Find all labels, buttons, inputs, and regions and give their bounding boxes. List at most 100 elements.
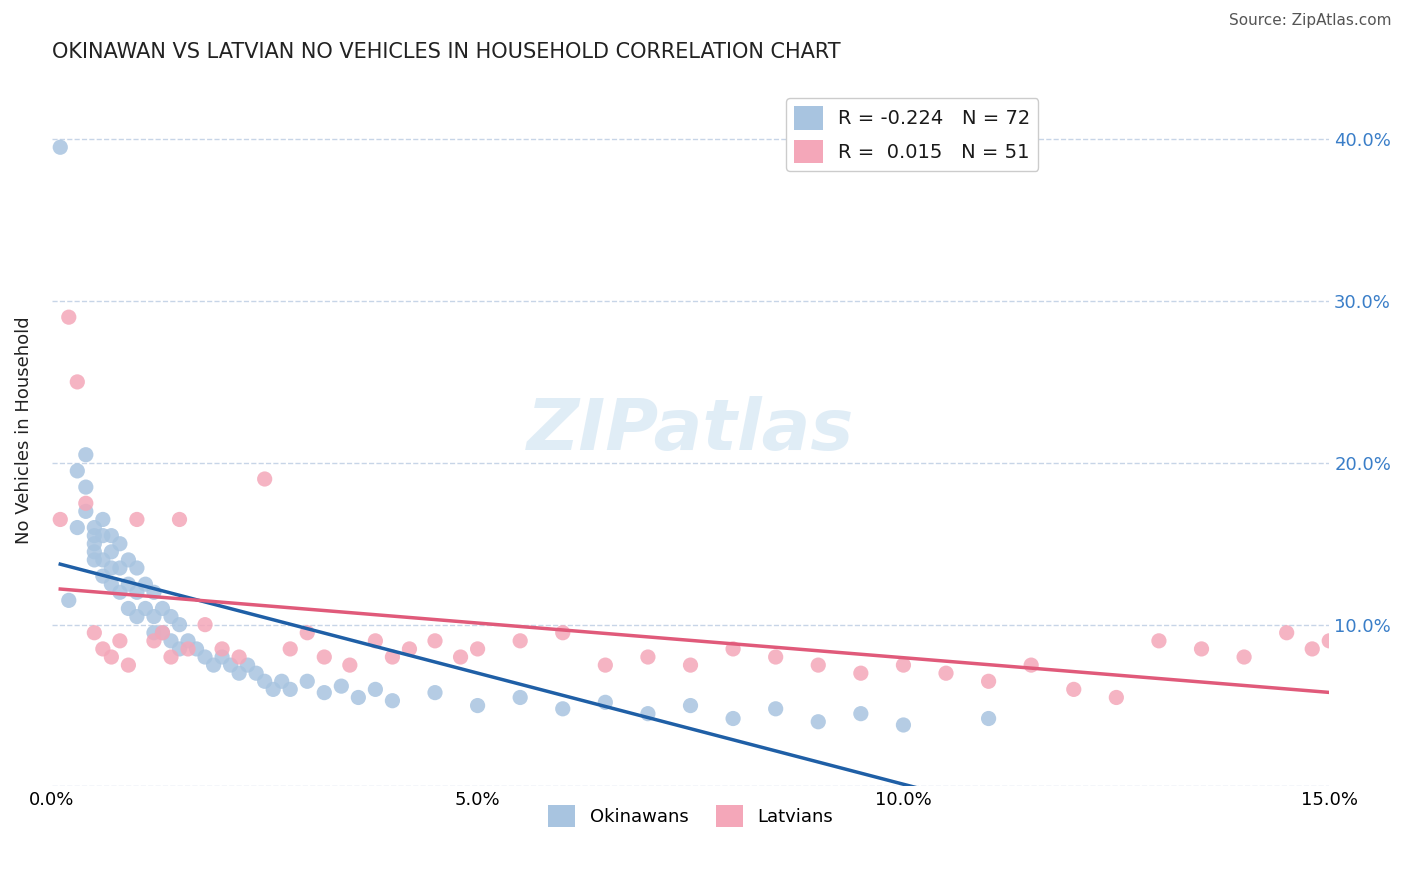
Point xyxy=(423,685,446,699)
Point xyxy=(314,650,336,665)
Point xyxy=(278,641,301,656)
Point xyxy=(253,674,276,689)
Point xyxy=(1301,641,1323,656)
Point xyxy=(637,650,659,665)
Text: ZIPatlas: ZIPatlas xyxy=(527,396,855,465)
Point xyxy=(211,641,233,656)
Point xyxy=(142,633,165,648)
Point xyxy=(169,641,191,656)
Point xyxy=(152,625,174,640)
Point xyxy=(935,666,957,681)
Point xyxy=(1317,633,1340,648)
Point xyxy=(253,472,276,486)
Point xyxy=(1344,706,1367,721)
Point xyxy=(219,658,242,673)
Point xyxy=(58,310,80,325)
Point xyxy=(765,702,787,716)
Point xyxy=(91,569,114,583)
Point xyxy=(228,650,250,665)
Point xyxy=(160,650,183,665)
Point xyxy=(977,712,1000,726)
Point xyxy=(83,528,105,542)
Point xyxy=(245,666,267,681)
Point xyxy=(125,585,148,599)
Point xyxy=(83,625,105,640)
Point xyxy=(108,561,131,575)
Point xyxy=(1063,682,1085,697)
Point xyxy=(75,504,97,518)
Point xyxy=(83,537,105,551)
Point xyxy=(100,650,122,665)
Point xyxy=(91,512,114,526)
Point xyxy=(100,561,122,575)
Point xyxy=(1233,650,1256,665)
Point xyxy=(679,698,702,713)
Point xyxy=(49,512,72,526)
Point xyxy=(83,545,105,559)
Point xyxy=(637,706,659,721)
Point xyxy=(211,650,233,665)
Point xyxy=(66,375,89,389)
Point xyxy=(134,601,156,615)
Point xyxy=(509,690,531,705)
Point xyxy=(721,712,744,726)
Point xyxy=(117,577,139,591)
Point xyxy=(398,641,420,656)
Text: Source: ZipAtlas.com: Source: ZipAtlas.com xyxy=(1229,13,1392,29)
Point xyxy=(117,601,139,615)
Point xyxy=(551,702,574,716)
Point xyxy=(108,633,131,648)
Point xyxy=(152,601,174,615)
Point xyxy=(100,577,122,591)
Point xyxy=(1105,690,1128,705)
Point xyxy=(75,448,97,462)
Point xyxy=(849,706,872,721)
Point xyxy=(142,609,165,624)
Point xyxy=(100,545,122,559)
Point xyxy=(381,650,404,665)
Point xyxy=(1147,633,1170,648)
Point xyxy=(297,625,319,640)
Point xyxy=(142,585,165,599)
Point xyxy=(381,694,404,708)
Point xyxy=(262,682,284,697)
Point xyxy=(236,658,259,673)
Point xyxy=(1191,641,1213,656)
Point xyxy=(58,593,80,607)
Point xyxy=(1019,658,1042,673)
Point xyxy=(339,658,361,673)
Point xyxy=(364,682,387,697)
Point xyxy=(66,464,89,478)
Point xyxy=(314,685,336,699)
Point xyxy=(849,666,872,681)
Point xyxy=(194,617,217,632)
Point xyxy=(117,658,139,673)
Point xyxy=(177,641,200,656)
Point xyxy=(186,641,208,656)
Point xyxy=(75,480,97,494)
Point xyxy=(509,633,531,648)
Point xyxy=(169,512,191,526)
Point xyxy=(330,679,353,693)
Point xyxy=(270,674,292,689)
Point xyxy=(66,520,89,534)
Legend: Okinawans, Latvians: Okinawans, Latvians xyxy=(541,798,839,834)
Point xyxy=(83,520,105,534)
Point xyxy=(169,617,191,632)
Point xyxy=(83,553,105,567)
Point xyxy=(125,512,148,526)
Point xyxy=(807,658,830,673)
Point xyxy=(423,633,446,648)
Point xyxy=(202,658,225,673)
Point xyxy=(160,633,183,648)
Point xyxy=(278,682,301,697)
Point xyxy=(108,537,131,551)
Point xyxy=(679,658,702,673)
Point xyxy=(297,674,319,689)
Point xyxy=(177,633,200,648)
Point xyxy=(142,625,165,640)
Point xyxy=(75,496,97,510)
Point xyxy=(228,666,250,681)
Point xyxy=(91,641,114,656)
Point xyxy=(551,625,574,640)
